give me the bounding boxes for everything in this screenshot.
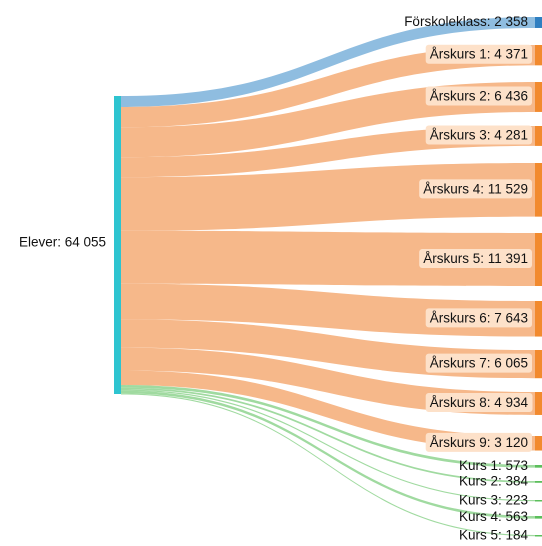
target-label-kurs-3: Kurs 3: 223 [459, 492, 528, 507]
label-background [425, 308, 532, 328]
target-node-kurs-3[interactable] [535, 500, 542, 502]
target-node--rskurs-7[interactable] [535, 350, 542, 379]
target-node-kurs-1[interactable] [535, 465, 542, 468]
target-node--rskurs-4[interactable] [535, 163, 542, 217]
label-background [425, 393, 533, 413]
target-label-kurs-1: Kurs 1: 573 [459, 458, 528, 473]
label-background [419, 249, 532, 269]
target-label--rskurs-8: Årskurs 8: 4 934 [430, 395, 529, 410]
target-label--rskurs-6: Årskurs 6: 7 643 [430, 310, 528, 325]
link--rskurs-5[interactable] [121, 230, 535, 286]
target-node--rskurs-8[interactable] [535, 392, 542, 415]
target-label-kurs-4: Kurs 4: 563 [459, 509, 528, 524]
source-label-elever: Elever: 64 055 [19, 235, 106, 250]
target-node-kurs-2[interactable] [535, 481, 542, 483]
target-node--rskurs-5[interactable] [535, 233, 542, 286]
link--rskurs-1[interactable] [121, 45, 535, 128]
label-background [419, 179, 532, 199]
target-label-kurs-2: Kurs 2: 384 [459, 473, 529, 488]
target-node-kurs-5[interactable] [535, 535, 542, 537]
sankey-labels: Elever: 64 055 Förskoleklass: 2 358 Årsku… [19, 14, 533, 542]
target-node-f-rskoleklass[interactable] [535, 17, 542, 28]
label-background [425, 125, 532, 145]
source-node-elever[interactable] [114, 96, 121, 394]
target-node--rskurs-2[interactable] [535, 82, 542, 112]
sankey-nodes [114, 17, 542, 537]
target-label--rskurs-7: Årskurs 7: 6 065 [430, 356, 528, 371]
label-background [425, 353, 532, 373]
sankey-links [121, 17, 535, 537]
label-background [425, 86, 532, 106]
link-f-rskoleklass[interactable] [121, 17, 535, 107]
label-background [425, 44, 532, 64]
link-kurs-1[interactable] [121, 385, 535, 468]
target-label--rskurs-4: Årskurs 4: 11 529 [423, 181, 528, 196]
target-label-kurs-5: Kurs 5: 184 [459, 527, 529, 542]
target-label-f-rskoleklass: Förskoleklass: 2 358 [404, 14, 528, 29]
target-node-kurs-4[interactable] [535, 516, 542, 519]
target-label--rskurs-2: Årskurs 2: 6 436 [430, 89, 528, 104]
target-node--rskurs-6[interactable] [535, 301, 542, 337]
target-label--rskurs-3: Årskurs 3: 4 281 [430, 128, 528, 143]
link-kurs-2[interactable] [121, 387, 535, 483]
link-kurs-4[interactable] [121, 390, 535, 519]
target-label--rskurs-9: Årskurs 9: 3 120 [430, 435, 528, 450]
target-node--rskurs-1[interactable] [535, 45, 542, 66]
target-label--rskurs-5: Årskurs 5: 11 391 [423, 251, 528, 266]
link--rskurs-9[interactable] [121, 370, 535, 451]
target-node--rskurs-3[interactable] [535, 126, 542, 146]
link-kurs-5[interactable] [121, 393, 535, 537]
target-node--rskurs-9[interactable] [535, 436, 542, 451]
link-kurs-3[interactable] [121, 389, 535, 502]
label-background [425, 432, 532, 452]
target-label--rskurs-1: Årskurs 1: 4 371 [430, 47, 528, 62]
